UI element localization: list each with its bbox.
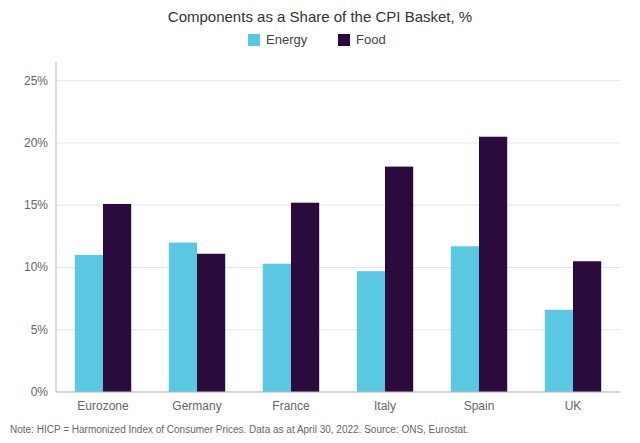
bar bbox=[197, 254, 225, 392]
title: Components as a Share of the CPI Basket,… bbox=[168, 8, 472, 25]
legend-swatch bbox=[338, 34, 350, 46]
grid bbox=[56, 81, 620, 392]
grid-line bbox=[56, 392, 620, 393]
y-axis-line bbox=[56, 62, 57, 392]
bar bbox=[103, 204, 131, 392]
bar bbox=[169, 243, 197, 392]
x-tick-label: Spain bbox=[464, 399, 495, 413]
legend-label: Energy bbox=[266, 32, 308, 47]
bar bbox=[357, 271, 385, 392]
bar bbox=[545, 310, 573, 392]
y-tick-label: 0% bbox=[31, 385, 49, 399]
grid-line bbox=[56, 205, 620, 206]
x-tick-label: Germany bbox=[172, 399, 221, 413]
bar bbox=[263, 264, 291, 392]
bar bbox=[75, 255, 103, 392]
y-tick-label: 5% bbox=[31, 323, 49, 337]
grid-line bbox=[56, 267, 620, 268]
x-tick-label: Eurozone bbox=[77, 399, 129, 413]
bar bbox=[291, 203, 319, 392]
bars bbox=[75, 137, 601, 392]
x-tick-label: UK bbox=[565, 399, 582, 413]
bar bbox=[479, 137, 507, 392]
legend-swatch bbox=[248, 34, 260, 46]
bar bbox=[573, 261, 601, 392]
note: Note: HICP = Harmonized Index of Consume… bbox=[10, 424, 469, 435]
y-tick-label: 25% bbox=[24, 74, 48, 88]
grid-line bbox=[56, 329, 620, 330]
chart: Components as a Share of the CPI Basket,… bbox=[0, 0, 640, 443]
y-tick-label: 15% bbox=[24, 198, 48, 212]
legend-label: Food bbox=[356, 32, 386, 47]
y-tick-label: 10% bbox=[24, 260, 48, 274]
x-axis-line bbox=[56, 392, 620, 393]
grid-line bbox=[56, 142, 620, 143]
grid-line bbox=[56, 80, 620, 81]
y-tick-label: 20% bbox=[24, 136, 48, 150]
bar bbox=[451, 246, 479, 392]
x-tick-label: Italy bbox=[374, 399, 396, 413]
bar bbox=[385, 167, 413, 392]
x-tick-label: France bbox=[272, 399, 310, 413]
legend: Energy Food bbox=[248, 32, 386, 47]
